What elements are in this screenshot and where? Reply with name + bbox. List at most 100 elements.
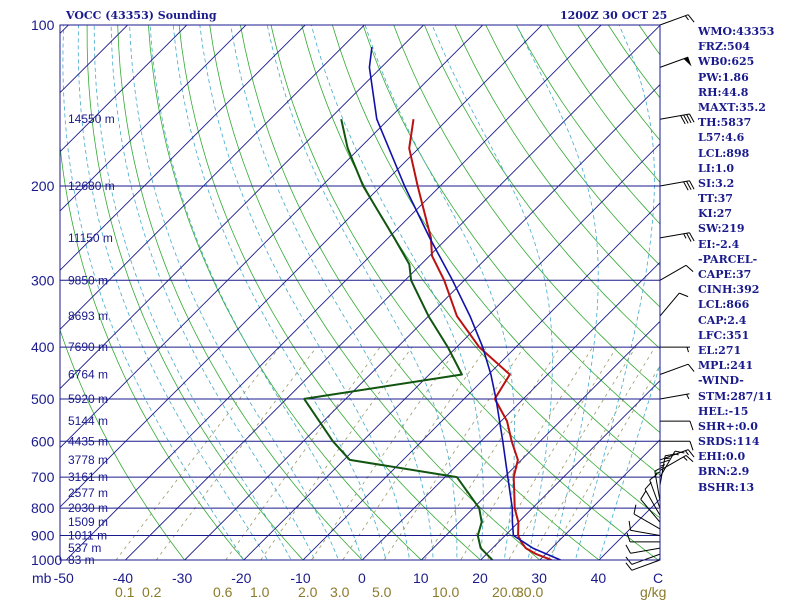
mixing-ratio-line bbox=[260, 346, 413, 560]
pressure-tick-label: 200 bbox=[31, 178, 55, 194]
wind-barb bbox=[659, 292, 689, 317]
indices-panel: WMO:43353 FRZ:504 WB0:625 PW:1.86 RH:44.8 MAX… bbox=[698, 24, 798, 495]
index-line: BRN:2.9 bbox=[698, 465, 750, 479]
index-line: TT:37 bbox=[698, 192, 733, 206]
mixing-ratio-line bbox=[486, 346, 618, 560]
plot-frame bbox=[59, 24, 661, 561]
dry-adiabat bbox=[393, 25, 660, 391]
moist-adiabat bbox=[431, 25, 553, 560]
index-line: LCL:898 bbox=[698, 146, 750, 160]
isotherm bbox=[60, 25, 425, 390]
wind-barb bbox=[625, 553, 661, 565]
dry-adiabat bbox=[209, 25, 541, 560]
wind-barb bbox=[659, 449, 695, 461]
pressure-tick-label: 400 bbox=[31, 339, 55, 355]
index-line: KI:27 bbox=[698, 207, 733, 221]
moist-adiabat bbox=[516, 25, 599, 560]
isotherm bbox=[60, 25, 306, 271]
wind-barb bbox=[625, 544, 661, 554]
isotherm bbox=[539, 439, 660, 560]
isotherm bbox=[479, 379, 660, 560]
dry-adiabat bbox=[60, 142, 245, 560]
wind-barb bbox=[659, 363, 695, 375]
parcel-line bbox=[368, 47, 561, 560]
wind-barb bbox=[659, 454, 694, 471]
mixing-ratio-label: 0.6 bbox=[213, 584, 233, 600]
wind-barb bbox=[659, 113, 695, 125]
mixing-ratio-line bbox=[310, 346, 459, 560]
temperature-tick-label: -50 bbox=[54, 570, 74, 586]
pressure-tick-label: 1000 bbox=[31, 552, 62, 568]
mixing-ratio-line bbox=[115, 346, 281, 560]
isotherm bbox=[60, 25, 484, 449]
temperature-tick-label: 0 bbox=[358, 570, 366, 586]
wind-barb bbox=[659, 232, 695, 242]
mixing-ratio-line bbox=[155, 346, 317, 560]
index-line: CAPE:37 bbox=[698, 268, 752, 281]
mixing-ratio-label: 0.1 bbox=[115, 584, 135, 600]
isotherm bbox=[302, 202, 660, 560]
wind-barb bbox=[659, 14, 695, 26]
dry-adiabat bbox=[424, 25, 660, 350]
index-line: LCL:866 bbox=[698, 298, 750, 312]
index-line: -PARCEL- bbox=[698, 252, 758, 266]
index-line: CINH:392 bbox=[698, 283, 760, 297]
height-label: 11150 m bbox=[68, 231, 113, 245]
temperature-tick-label: -10 bbox=[290, 570, 310, 586]
wind-barb bbox=[625, 559, 661, 571]
height-label: 2030 m bbox=[68, 501, 108, 515]
index-line: MPL:241 bbox=[698, 359, 754, 373]
height-label: 1011 m bbox=[68, 529, 107, 543]
index-line: FRZ:504 bbox=[698, 40, 751, 54]
height-label: 5144 m bbox=[68, 414, 108, 428]
moist-adiabat bbox=[230, 25, 434, 560]
wind-barb bbox=[628, 520, 661, 537]
height-label: 6764 m bbox=[68, 367, 108, 381]
index-line: EI:-2.4 bbox=[698, 237, 740, 251]
index-line: LI:1.0 bbox=[698, 161, 735, 175]
temperature-unit-label: C bbox=[653, 570, 663, 586]
index-line: TH:5837 bbox=[698, 116, 752, 130]
sounding-time: 1200Z 30 OCT 25 bbox=[560, 9, 668, 22]
wind-barb bbox=[633, 504, 661, 530]
isotherm bbox=[60, 25, 366, 331]
mixing-ratio-line bbox=[225, 346, 381, 560]
pressure-tick-label: 700 bbox=[31, 469, 55, 485]
index-line: LFC:351 bbox=[698, 328, 750, 342]
moist-adiabat bbox=[310, 25, 484, 560]
index-line: SW:219 bbox=[698, 222, 745, 236]
pressure-tick-label: 800 bbox=[31, 500, 55, 516]
height-label: 9850 m bbox=[68, 273, 108, 287]
index-line: -WIND- bbox=[698, 374, 744, 388]
index-line: BSHR:13 bbox=[698, 480, 755, 494]
dry-adiabat bbox=[178, 25, 482, 560]
isotherm bbox=[361, 261, 660, 560]
temperature-tick-label: -30 bbox=[172, 570, 192, 586]
temperature-tick-label: 30 bbox=[531, 570, 547, 586]
dry-adiabat bbox=[60, 328, 186, 560]
wind-barb bbox=[659, 440, 694, 451]
pressure-tick-label: 900 bbox=[31, 528, 55, 544]
height-label: 2577 m bbox=[68, 486, 108, 500]
wind-barb bbox=[640, 490, 661, 523]
dry-adiabat bbox=[454, 25, 660, 308]
height-label: 5920 m bbox=[68, 392, 108, 406]
profiles bbox=[303, 47, 561, 560]
dry-adiabat bbox=[270, 25, 659, 560]
mixing-ratio-label: 1.0 bbox=[250, 584, 270, 600]
wind-barbs bbox=[625, 14, 695, 571]
temperature-tick-label: -40 bbox=[113, 570, 133, 586]
mixing-ratio-label: 10.0 bbox=[432, 584, 459, 600]
isotherm bbox=[243, 143, 660, 560]
temperature-tick-label: -20 bbox=[231, 570, 251, 586]
height-label: 14550 m bbox=[68, 112, 115, 126]
mixing-ratio-label: 2.0 bbox=[298, 584, 318, 600]
moist-adiabat bbox=[93, 25, 292, 560]
height-label: 12680 m bbox=[68, 179, 115, 193]
moist-adiabat bbox=[110, 25, 316, 560]
mixing-ratio-unit-label: g/kg bbox=[640, 584, 666, 600]
moist-adiabat bbox=[199, 25, 411, 560]
index-line: PW:1.86 bbox=[698, 70, 749, 84]
